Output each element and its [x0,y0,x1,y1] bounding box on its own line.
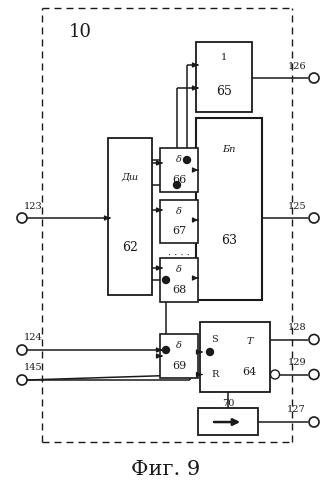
Text: R: R [211,370,218,379]
Text: Фиг. 9: Фиг. 9 [131,460,201,479]
Text: 67: 67 [172,226,186,236]
Circle shape [17,345,27,355]
Bar [160,148,198,192]
Text: Дш: Дш [122,173,138,182]
Text: 63: 63 [221,234,237,247]
Text: Бп: Бп [222,145,236,154]
Bar [160,334,198,378]
Text: δ: δ [176,207,182,216]
Circle shape [309,334,319,344]
Bar [160,200,198,243]
Bar [198,408,258,435]
Circle shape [184,157,191,164]
Text: 125: 125 [288,202,306,211]
Text: 126: 126 [288,61,306,70]
Circle shape [309,369,319,380]
Circle shape [309,213,319,223]
Bar [196,118,262,300]
Text: 68: 68 [172,285,186,295]
Circle shape [17,213,27,223]
Text: 64: 64 [243,367,257,377]
Text: 62: 62 [122,242,138,254]
Bar [196,42,252,112]
Text: S: S [211,335,218,344]
Text: · · · ·: · · · · [168,250,190,259]
Circle shape [309,417,319,427]
Text: 1: 1 [221,53,227,62]
Circle shape [174,182,181,189]
Circle shape [17,375,27,385]
Circle shape [309,73,319,83]
Text: 69: 69 [172,361,186,371]
Text: 127: 127 [287,406,306,415]
Text: δ: δ [176,155,182,164]
Bar [108,138,152,295]
Bar [160,258,198,302]
Text: Т: Т [246,337,253,346]
Text: 124: 124 [24,333,43,342]
Text: 66: 66 [172,175,186,185]
Circle shape [162,276,170,283]
Circle shape [207,348,213,355]
Text: 128: 128 [288,323,306,332]
Text: 65: 65 [216,84,232,97]
Text: δ: δ [176,265,182,274]
Text: 145: 145 [24,363,42,372]
Text: 70: 70 [222,399,234,408]
Text: 10: 10 [68,23,92,41]
Bar [200,322,270,392]
Circle shape [162,346,170,353]
Text: δ: δ [176,341,182,350]
Text: 129: 129 [288,358,306,367]
Text: 123: 123 [24,202,43,211]
Circle shape [271,370,280,379]
